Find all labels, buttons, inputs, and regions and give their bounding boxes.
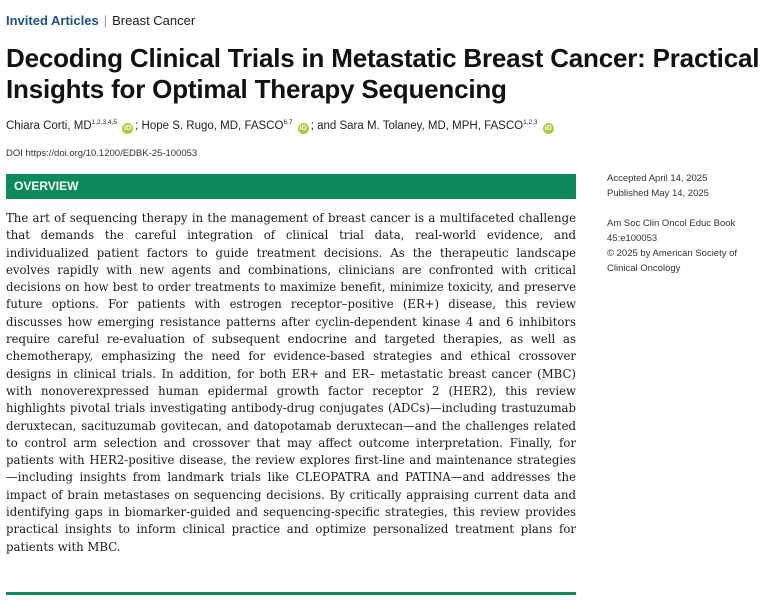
subcategory-label: Breast Cancer bbox=[112, 13, 196, 28]
author-affiliations: 6,7 bbox=[283, 119, 293, 126]
author-affiliations: 1,2,3 bbox=[523, 119, 538, 126]
author-separator: ; bbox=[135, 119, 142, 132]
category-link[interactable]: Invited Articles bbox=[6, 13, 99, 28]
author-name: Sara M. Tolaney, MD, MPH, FASCO bbox=[339, 119, 524, 132]
author-name: Hope S. Rugo, MD, FASCO bbox=[141, 119, 284, 132]
author-affiliations: 1,2,3,4,5 bbox=[91, 119, 117, 126]
copyright-org: Clinical Oncology bbox=[607, 263, 681, 274]
abstract-text: The art of sequencing therapy in the man… bbox=[6, 211, 576, 554]
journal-citation: Am Soc Clin Oncol Educ Book 45:e100053 ©… bbox=[607, 216, 737, 276]
journal-volume: 45:e100053 bbox=[607, 233, 658, 244]
copyright-line: © 2025 by American Society of bbox=[607, 246, 737, 261]
author-list: Chiara Corti, MD1,2,3,4,5 iD; Hope S. Ru… bbox=[6, 119, 556, 134]
orcid-icon[interactable]: iD bbox=[297, 122, 309, 134]
orcid-icon[interactable]: iD bbox=[542, 122, 554, 134]
journal-name: Am Soc Clin Oncol Educ Book bbox=[607, 218, 736, 229]
article-title: Decoding Clinical Trials in Metastatic B… bbox=[6, 43, 760, 104]
category-separator: | bbox=[103, 13, 108, 28]
section-header-overview: OVERVIEW bbox=[6, 174, 576, 199]
publication-dates: Accepted April 14, 2025 Published May 14… bbox=[607, 171, 709, 201]
published-date: Published May 14, 2025 bbox=[607, 188, 709, 199]
divider bbox=[6, 592, 576, 595]
copyright-prefix: © 2025 by American Society of bbox=[607, 248, 738, 259]
author-name: Chiara Corti, MD bbox=[6, 119, 92, 132]
doi-link[interactable]: DOI https://doi.org/10.1200/EDBK-25-1000… bbox=[6, 148, 198, 159]
orcid-icon[interactable]: iD bbox=[122, 122, 134, 134]
accepted-date: Accepted April 14, 2025 bbox=[607, 173, 708, 184]
article-category-line: Invited Articles | Breast Cancer bbox=[6, 13, 195, 28]
author-separator: ; and bbox=[310, 119, 340, 132]
